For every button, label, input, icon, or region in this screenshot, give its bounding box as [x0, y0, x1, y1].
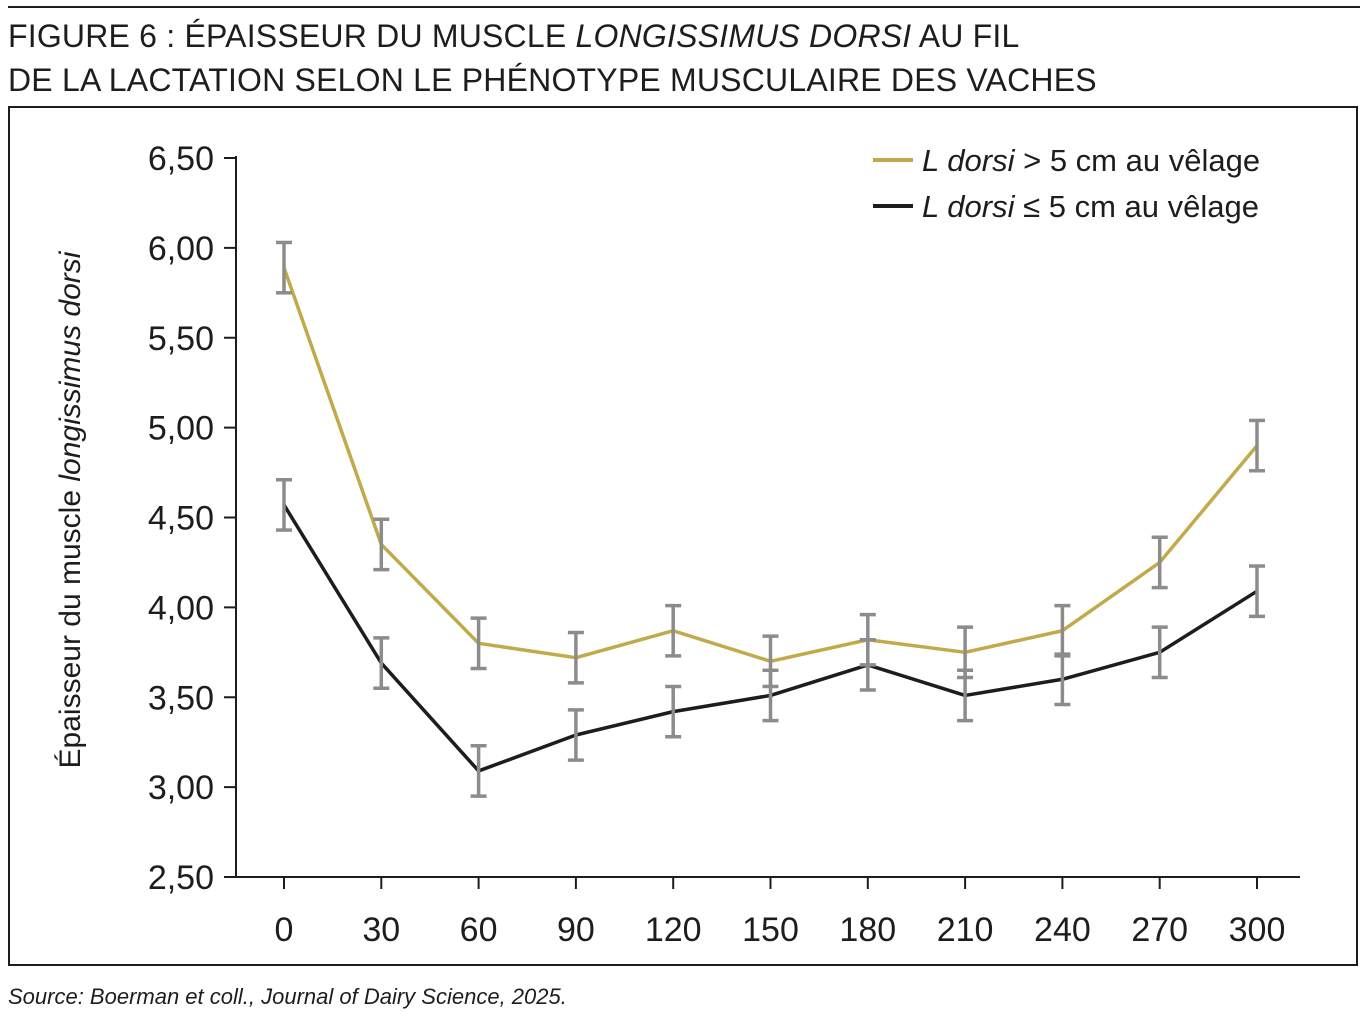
x-tick-label: 60	[460, 911, 498, 949]
x-tick-label: 240	[1034, 911, 1091, 949]
legend-label-italic: L dorsi	[922, 143, 1016, 178]
legend-label-2: L dorsi ≤ 5 cm au vêlage	[922, 189, 1259, 224]
y-tick-label: 5,50	[148, 320, 214, 358]
x-tick-label: 90	[557, 911, 595, 949]
y-tick-label: 6,00	[148, 230, 214, 268]
x-tick-label: 210	[937, 911, 994, 949]
y-tick-label: 2,50	[148, 859, 214, 897]
chart-frame	[8, 106, 1358, 966]
figure-title-line-2: DE LA LACTATION SELON LE PHÉNOTYPE MUSCU…	[8, 62, 1097, 98]
figure-title: FIGURE 6 : ÉPAISSEUR DU MUSCLE LONGISSIM…	[8, 14, 1358, 102]
x-tick-label: 300	[1229, 911, 1286, 949]
legend-label-rest: ≤ 5 cm au vêlage	[1015, 189, 1259, 224]
x-tick-label: 0	[275, 911, 294, 949]
y-axis-label-italic: longissimus dorsi	[54, 250, 87, 481]
x-tick-label: 150	[742, 911, 799, 949]
legend-label-italic: L dorsi	[922, 189, 1016, 224]
x-tick-label: 30	[362, 911, 400, 949]
y-tick-label: 3,00	[148, 769, 214, 807]
y-tick-label: 4,00	[148, 589, 214, 627]
series-line-1	[282, 267, 1259, 664]
y-axis-label: Épaisseur du muscle longissimus dorsi	[54, 250, 87, 768]
y-axis-label-prefix: Épaisseur du muscle	[54, 482, 87, 769]
x-tick-label: 120	[645, 911, 702, 949]
legend-label-rest: > 5 cm au vêlage	[1015, 143, 1261, 178]
y-tick-label: 5,00	[148, 410, 214, 448]
figure-title-suffix: AU FIL	[911, 18, 1020, 54]
figure-title-italic: LONGISSIMUS DORSI	[575, 18, 912, 54]
legend-label-1: L dorsi > 5 cm au vêlage	[922, 143, 1260, 178]
y-tick-label: 4,50	[148, 500, 214, 538]
figure-title-line-1: FIGURE 6 : ÉPAISSEUR DU MUSCLE LONGISSIM…	[8, 14, 1358, 58]
top-rule	[8, 6, 1360, 8]
source-note: Source: Boerman et coll., Journal of Dai…	[8, 984, 567, 1009]
y-tick-label: 3,50	[148, 679, 214, 717]
y-tick-label: 6,50	[148, 140, 214, 178]
x-tick-label: 180	[839, 911, 896, 949]
x-tick-label: 270	[1131, 911, 1188, 949]
figure-title-prefix: FIGURE 6 : ÉPAISSEUR DU MUSCLE	[8, 18, 576, 54]
